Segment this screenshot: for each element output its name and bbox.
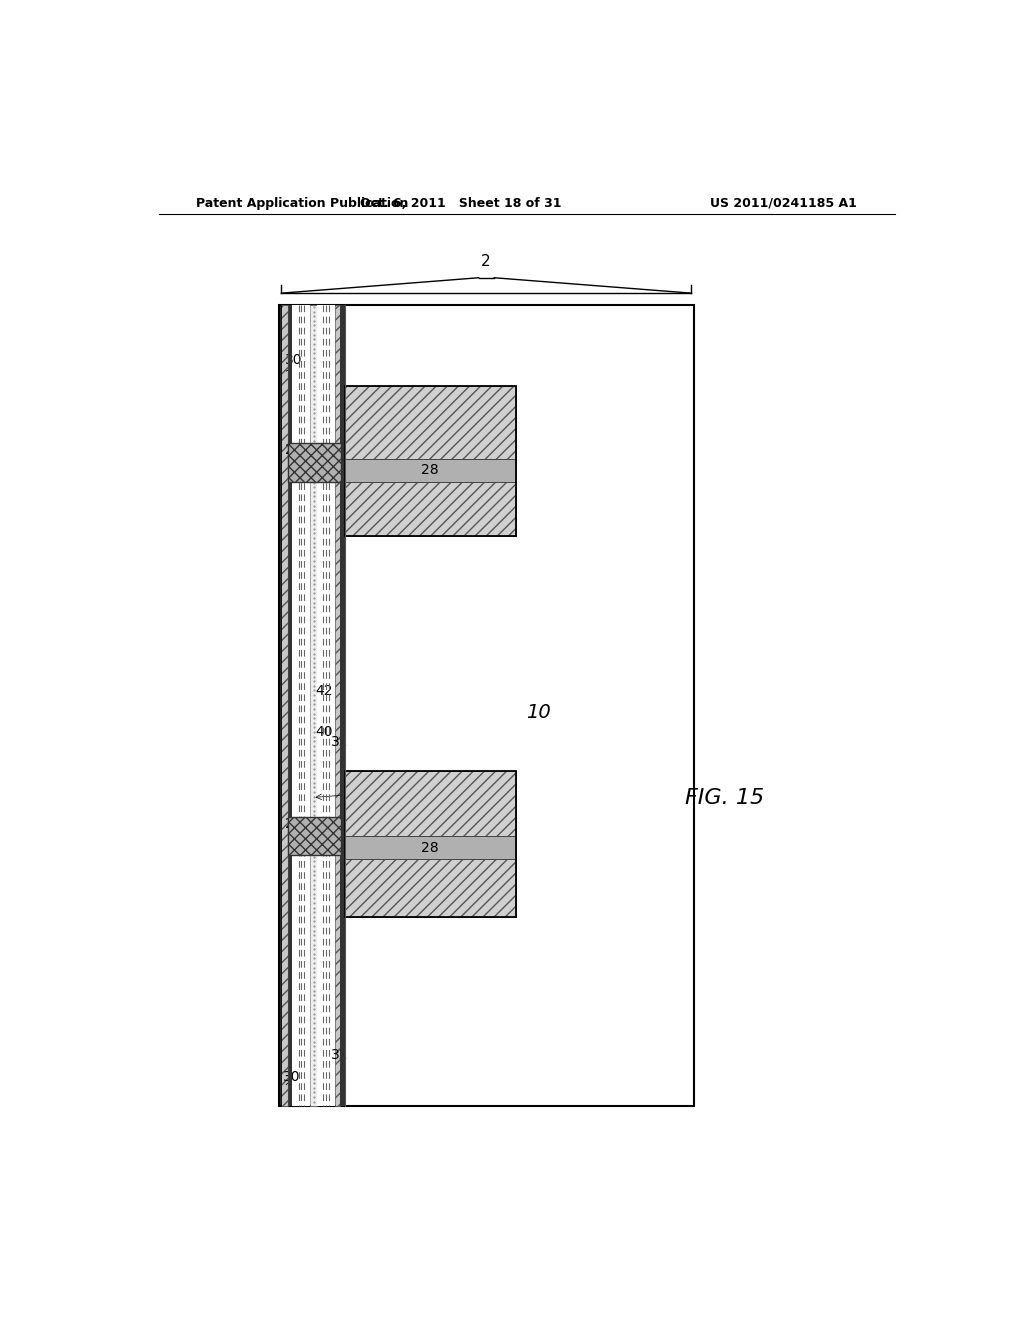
Bar: [345, 771, 515, 836]
Text: 30: 30: [283, 1071, 300, 1084]
Text: 30: 30: [285, 354, 302, 367]
Text: 21: 21: [285, 444, 302, 457]
Text: 40: 40: [315, 725, 333, 739]
Bar: [345, 859, 515, 917]
Bar: [310, 305, 317, 1106]
Text: 21: 21: [285, 817, 302, 830]
Bar: [345, 482, 515, 536]
Bar: [305, 305, 310, 1106]
Bar: [345, 459, 515, 482]
Bar: [280, 305, 693, 1106]
Text: 28: 28: [422, 841, 439, 854]
Bar: [298, 305, 305, 1106]
Bar: [317, 305, 323, 1106]
Bar: [282, 305, 289, 1106]
Text: 32: 32: [331, 735, 348, 748]
Text: Oct. 6, 2011   Sheet 18 of 31: Oct. 6, 2011 Sheet 18 of 31: [360, 197, 562, 210]
Text: 20: 20: [354, 784, 372, 799]
Bar: [345, 771, 515, 917]
Text: Patent Application Publication: Patent Application Publication: [197, 197, 409, 210]
Text: 32: 32: [331, 1048, 348, 1063]
Bar: [345, 385, 515, 459]
Text: 2: 2: [481, 253, 490, 268]
Text: 22: 22: [488, 772, 506, 787]
Text: 42: 42: [315, 684, 333, 698]
Text: 22: 22: [488, 388, 506, 401]
Bar: [345, 836, 515, 859]
Bar: [330, 305, 335, 1106]
Bar: [292, 305, 298, 1106]
Bar: [288, 817, 341, 855]
Bar: [335, 305, 340, 1106]
Bar: [340, 305, 345, 1106]
Text: 28: 28: [422, 463, 439, 478]
Bar: [345, 385, 515, 536]
Bar: [288, 444, 341, 482]
Text: 10: 10: [526, 704, 551, 722]
Text: FIG. 15: FIG. 15: [685, 788, 764, 808]
Bar: [289, 305, 292, 1106]
Bar: [323, 305, 330, 1106]
Text: US 2011/0241185 A1: US 2011/0241185 A1: [710, 197, 856, 210]
